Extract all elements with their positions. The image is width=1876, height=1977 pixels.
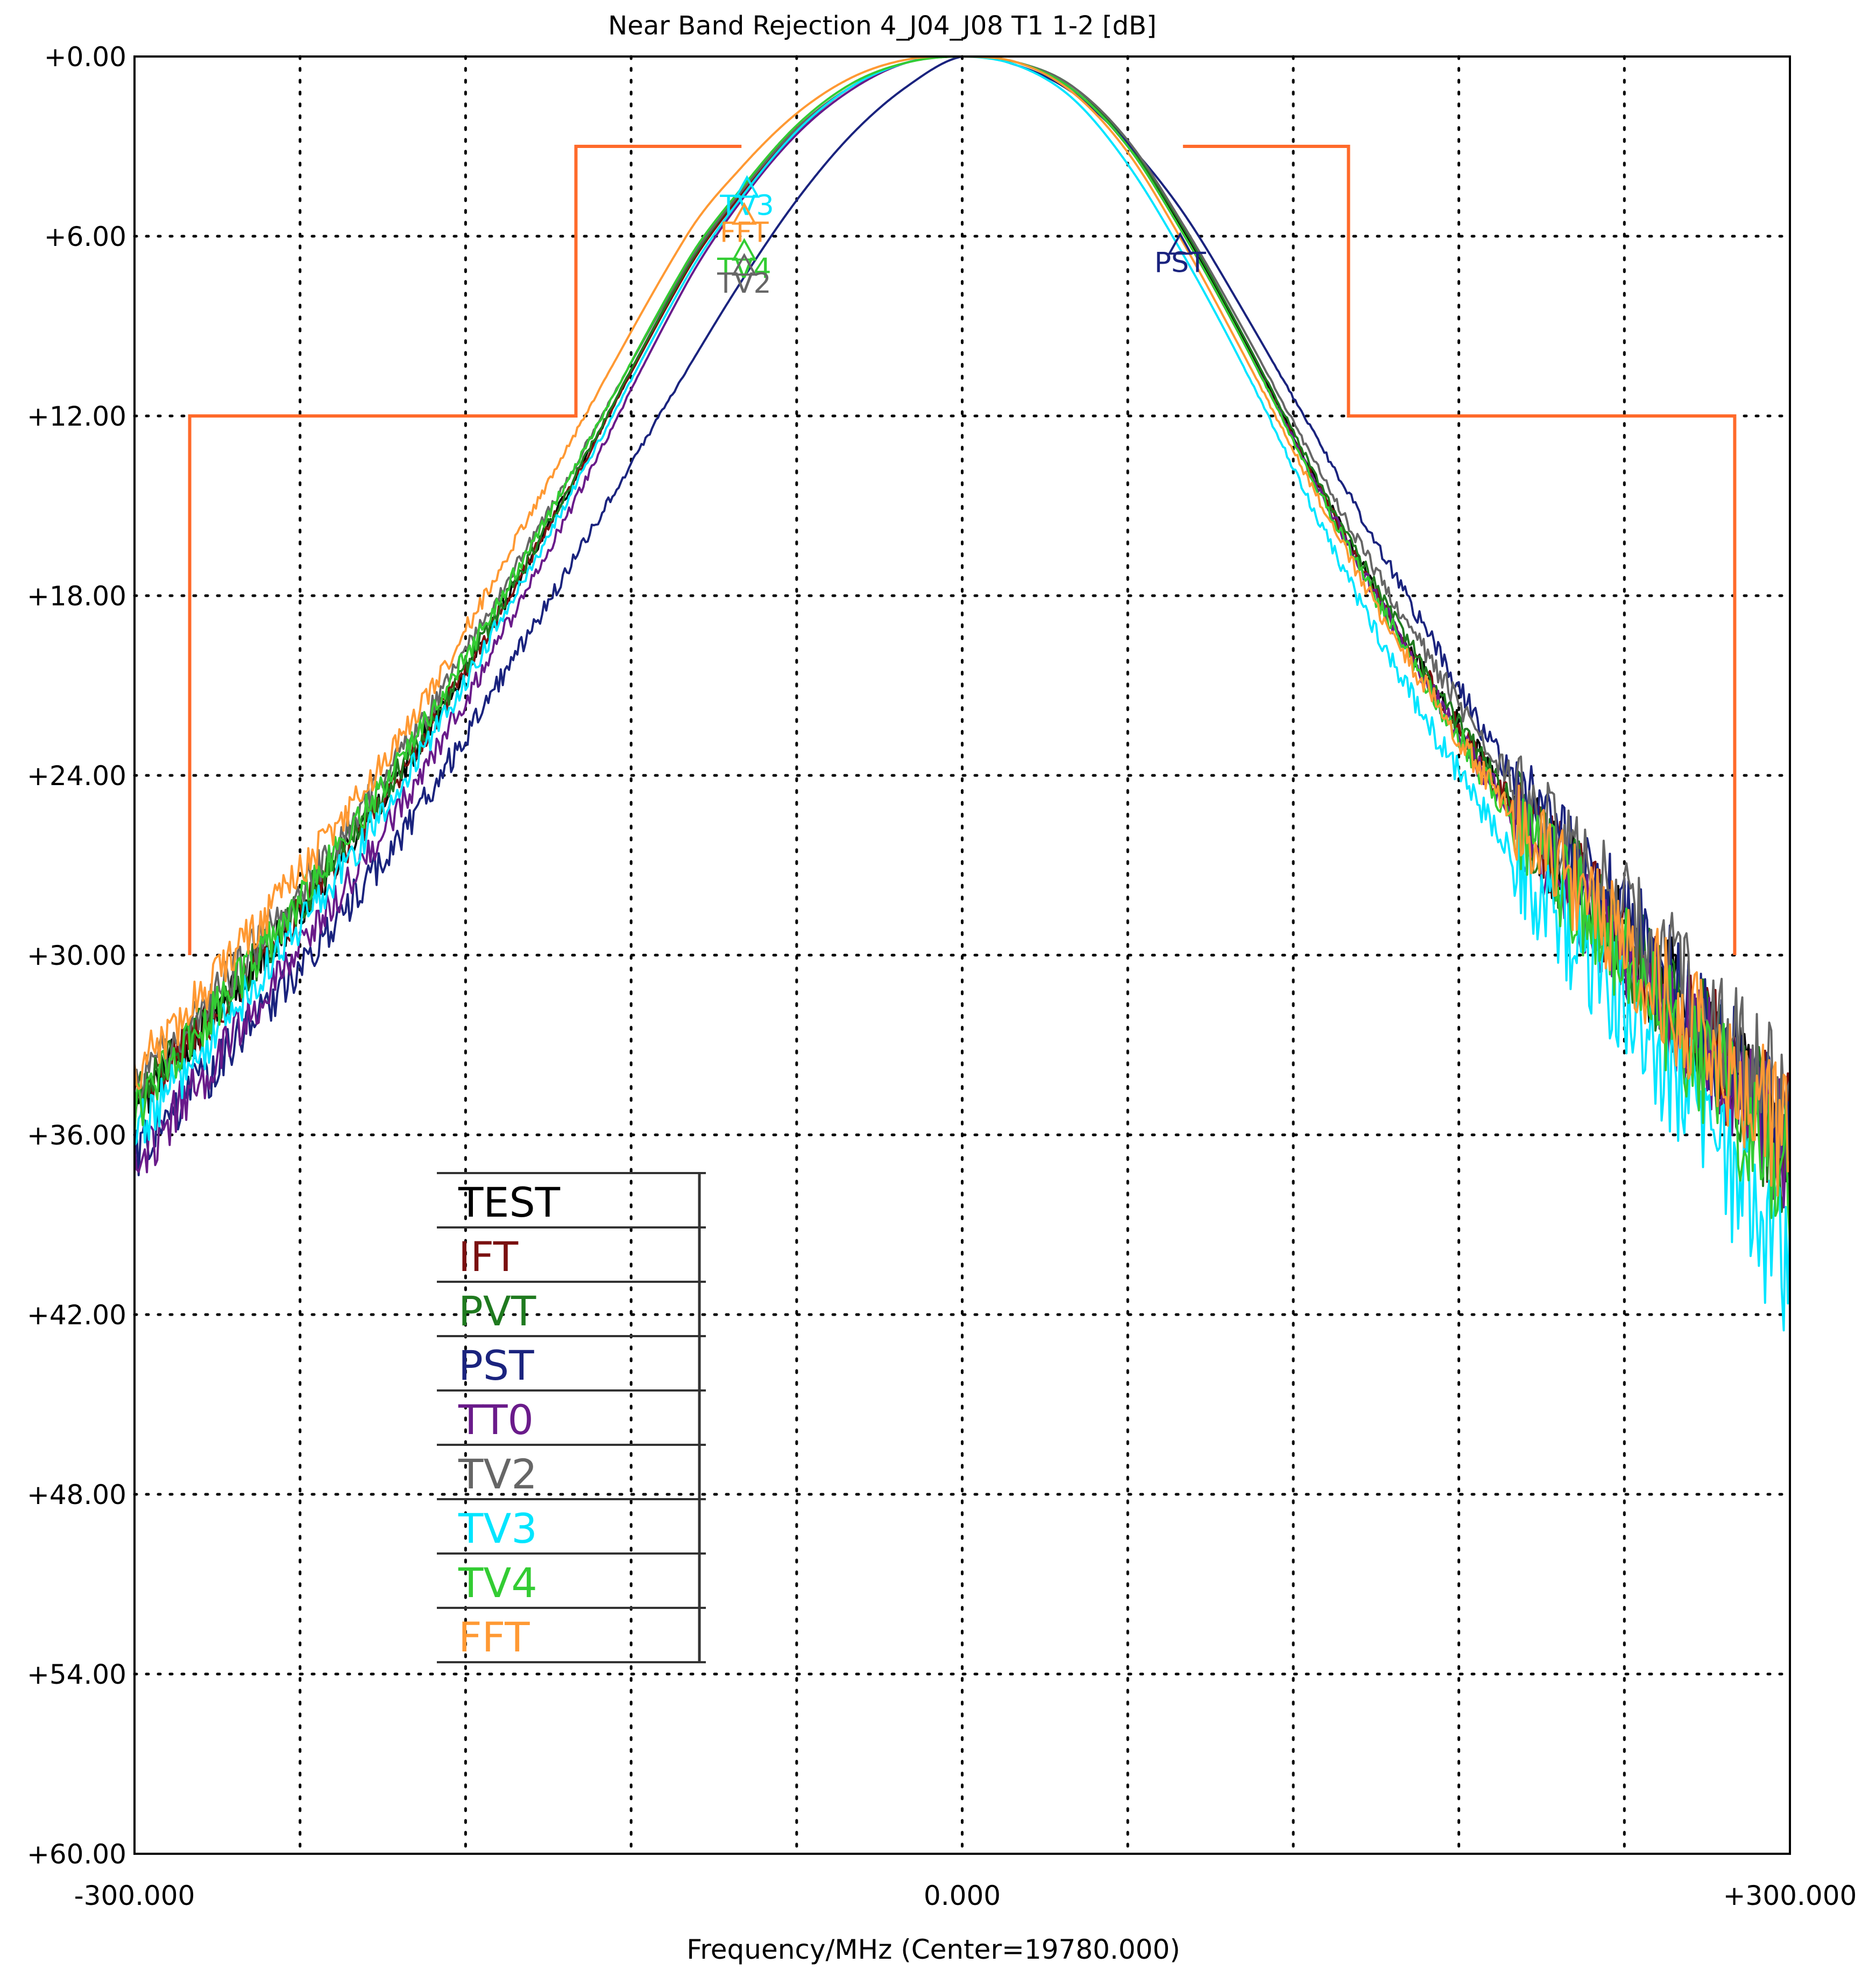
marker-label-tv2: TV2	[717, 267, 771, 300]
y-tick-label-1: +6.00	[44, 221, 126, 252]
y-tick-labels: +0.00 +6.00 +12.00 +18.00 +24.00 +30.00 +36.00…	[27, 41, 126, 1870]
marker-triangle-pst	[1167, 232, 1193, 255]
x-axis-label: Frequency/MHz (Center=19780.000)	[686, 1934, 1180, 1965]
limit-mask-right	[1183, 145, 1737, 955]
legend-entry-pst: PST	[458, 1341, 534, 1389]
y-tick-label-6: +36.00	[27, 1120, 126, 1151]
limit-mask	[188, 145, 1737, 955]
limit-mask-left	[188, 145, 742, 955]
marker-triangle-tv4	[731, 238, 757, 261]
y-tick-label-8: +48.00	[27, 1479, 126, 1510]
y-tick-label-7: +42.00	[27, 1300, 126, 1331]
plot-frame	[133, 55, 1791, 1855]
legend-entry-tv2: TV2	[458, 1450, 537, 1498]
marker-triangle-fft	[731, 202, 757, 225]
legend-entry-pvt: PVT	[458, 1287, 536, 1335]
chart-title: Near Band Rejection 4_J04_J08 T1 1-2 [dB…	[608, 11, 1156, 41]
legend-entry-test: TEST	[458, 1178, 561, 1226]
marker-triangle-tv2	[731, 253, 757, 276]
marker-label-pst: PST	[1155, 246, 1206, 279]
legend-entry-tv3: TV3	[458, 1505, 537, 1552]
legend-entry-ift: IFT	[458, 1233, 519, 1281]
y-tick-label-2: +12.00	[27, 401, 126, 432]
marker-label-tv3: TV3	[719, 190, 774, 222]
legend-entry-fft: FFT	[458, 1613, 530, 1661]
y-tick-label-9: +54.00	[27, 1659, 126, 1690]
y-tick-label-5: +30.00	[27, 940, 126, 971]
y-tick-label-0: +0.00	[44, 41, 126, 73]
marker-triangle-tv3	[734, 175, 760, 198]
x-tick-labels: -300.000 0.000 +300.000	[74, 1880, 1857, 1911]
y-tick-label-10: +60.00	[27, 1839, 126, 1870]
legend: TEST IFT PVT PST TT0 TV2 TV3 TV4 FFT	[437, 1172, 706, 1663]
y-tick-label-3: +18.00	[27, 581, 126, 612]
y-tick-label-4: +24.00	[27, 760, 126, 792]
x-tick-label-5: 0.000	[924, 1880, 1001, 1911]
legend-entry-tt0: TT0	[458, 1396, 534, 1444]
marker-label-fft: FFT	[720, 217, 769, 249]
x-tick-label-10: +300.000	[1723, 1880, 1857, 1911]
marker-label-tv4: TV4	[717, 252, 771, 285]
grid	[133, 55, 1792, 1855]
legend-entry-tv4: TV4	[458, 1559, 537, 1607]
x-tick-label-0: -300.000	[74, 1880, 195, 1911]
